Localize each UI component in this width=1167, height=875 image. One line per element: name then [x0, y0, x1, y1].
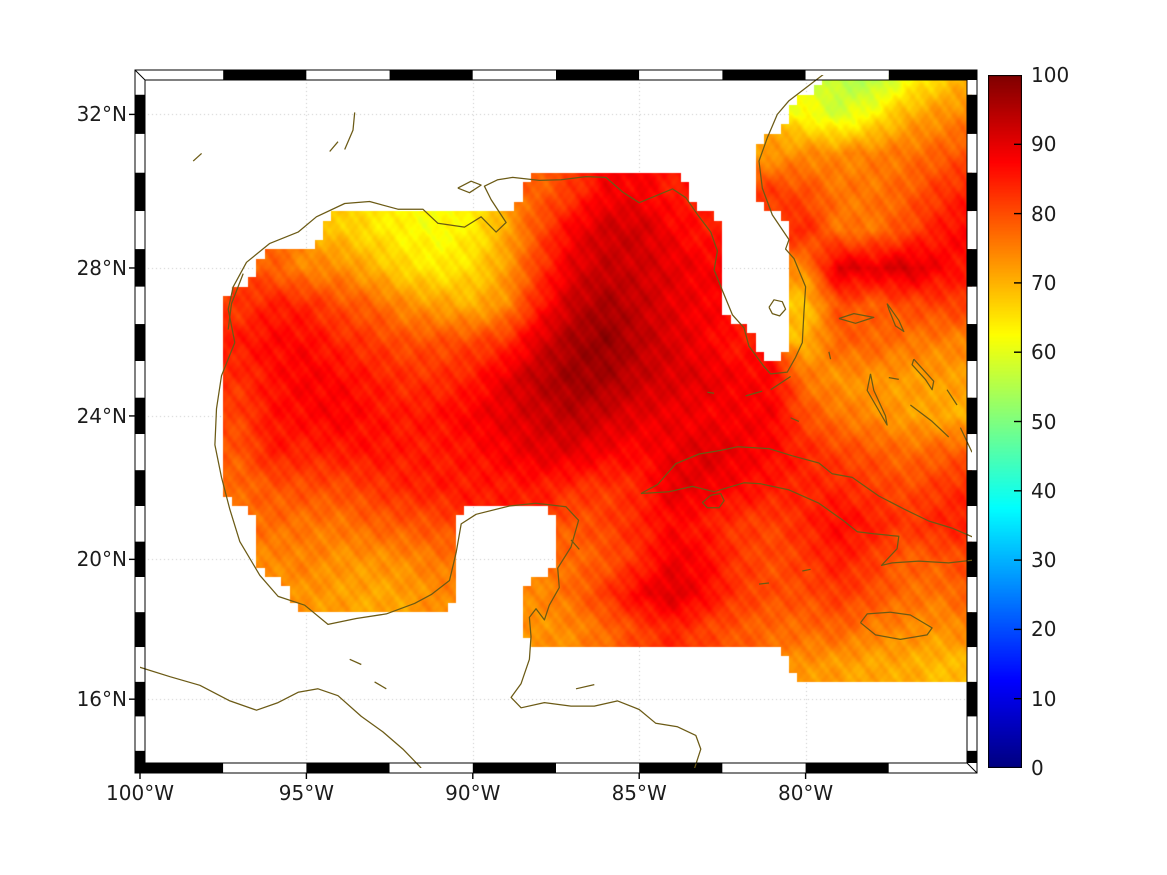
colorbar-tick-label: 40 — [1031, 478, 1057, 503]
colorbar-tick-label: 100 — [1031, 63, 1070, 87]
colorbar-tick-label: 60 — [1031, 340, 1057, 365]
x-axis-tick-label: 85°W — [611, 781, 667, 805]
x-axis-tick-label: 80°W — [777, 781, 834, 805]
colorbar-tick-label: 50 — [1031, 409, 1057, 434]
x-axis-tick-label: 90°W — [445, 781, 501, 805]
colorbar-tick-label: 0 — [1031, 756, 1044, 780]
y-axis-tick-label: 16°N — [76, 687, 127, 712]
colorbar-tick-label: 10 — [1031, 686, 1057, 711]
y-axis-tick-label: 32°N — [76, 102, 127, 127]
colorbar-tick-label: 70 — [1031, 270, 1057, 295]
y-axis-tick-label: 24°N — [76, 403, 127, 428]
colorbar-tick-label: 30 — [1031, 548, 1057, 573]
x-axis-tick-label: 95°W — [278, 781, 334, 805]
colorbar-tick-label: 20 — [1031, 617, 1057, 642]
heatmap-canvas — [140, 75, 972, 768]
colorbar-tick-label: 80 — [1031, 201, 1057, 226]
colorbar-tick-label: 90 — [1031, 132, 1057, 157]
colorbar-gradient — [988, 75, 1022, 768]
y-axis-tick-label: 20°N — [76, 547, 127, 572]
y-axis-tick-label: 28°N — [76, 255, 127, 280]
x-axis-tick-label: 100°W — [106, 781, 174, 805]
